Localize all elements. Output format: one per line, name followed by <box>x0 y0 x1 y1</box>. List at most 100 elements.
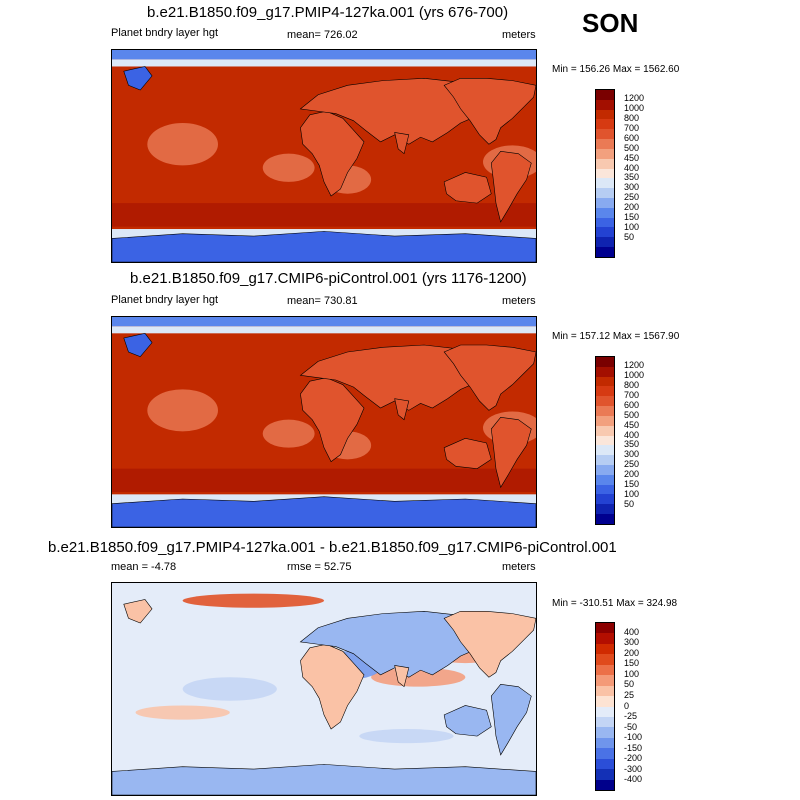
map-anomaly-region <box>359 729 454 744</box>
map-continent <box>444 78 536 144</box>
map-storm-track <box>112 468 536 492</box>
colorbar-swatch <box>596 435 614 446</box>
colorbar-swatch <box>596 188 614 198</box>
colorbar-tick-label: 25 <box>624 689 635 700</box>
colorbar-tick-label: -100 <box>624 732 643 743</box>
panel-2-mean-label: mean= 730.81 <box>287 295 358 307</box>
map-low-pbl-region <box>147 389 218 432</box>
colorbar-swatch <box>596 654 614 665</box>
map-continent <box>395 399 409 420</box>
colorbar-tick-label: -400 <box>624 774 643 785</box>
panel-2-colorbar <box>595 356 615 525</box>
colorbar-swatch <box>596 706 614 717</box>
colorbar-swatch <box>596 474 614 485</box>
map-low-pbl-region <box>262 153 315 182</box>
colorbar-swatch <box>596 769 614 780</box>
colorbar-swatch <box>596 779 614 790</box>
colorbar-swatch <box>596 158 614 169</box>
colorbar-swatch <box>596 386 614 397</box>
panel-3-mean-label: mean = -4.78 <box>111 561 177 573</box>
colorbar-swatch <box>596 675 614 686</box>
panel-3-colorbar <box>595 622 615 791</box>
colorbar-swatch <box>596 406 614 416</box>
colorbar-swatch <box>596 109 614 120</box>
colorbar-swatch <box>596 748 614 759</box>
map-storm-track <box>112 203 536 227</box>
map-continent <box>124 333 152 356</box>
map-low-pbl-region <box>262 419 315 448</box>
panel-1-variable-label: Planet bndry layer hgt <box>111 27 219 39</box>
colorbar-tick-label: 0 <box>624 700 630 711</box>
map-low-pbl-region <box>147 123 218 166</box>
colorbar-tick-label: 1200 <box>624 359 645 370</box>
colorbar-tick-label: -300 <box>624 763 643 774</box>
colorbar-swatch <box>596 633 614 644</box>
colorbar-tick-label: 1000 <box>624 102 645 113</box>
panel-3-minmax: Min = -310.51 Max = 324.98 <box>552 598 678 609</box>
colorbar-tick-label: -25 <box>624 711 638 722</box>
colorbar-swatch <box>596 425 614 436</box>
colorbar-swatch <box>596 696 614 707</box>
colorbar-swatch <box>596 237 614 247</box>
colorbar-swatch <box>596 727 614 738</box>
panel-1-colorbar-labels: 1200 1000 800 700 600 500 450 400 350 300 250 200 15… <box>624 89 664 258</box>
colorbar-swatch <box>596 396 614 407</box>
colorbar-swatch <box>596 464 614 475</box>
panel-2-variable-label: Planet bndry layer hgt <box>111 294 219 306</box>
colorbar-swatch <box>596 664 614 676</box>
colorbar-tick-label: 100 <box>624 489 640 500</box>
map-continent <box>491 151 531 222</box>
colorbar-swatch <box>596 415 614 426</box>
colorbar-tick-label: 700 <box>624 389 640 400</box>
colorbar-tick-label: -50 <box>624 721 638 732</box>
panel-3-colorbar-labels: 400 300 200 150 100 50 25 0 -25 -50 -100 -150 -200 -3… <box>624 622 664 791</box>
colorbar-tick-label: 500 <box>624 409 640 420</box>
colorbar-swatch <box>596 207 614 218</box>
colorbar-swatch <box>596 623 614 634</box>
panel-3-title: b.e21.B1850.f09_g17.PMIP4-127ka.001 - b.… <box>48 539 617 556</box>
colorbar-swatch <box>596 90 614 100</box>
panel-2-map <box>111 316 537 528</box>
colorbar-swatch <box>596 227 614 238</box>
map-continent <box>300 378 364 462</box>
colorbar-swatch <box>596 504 614 514</box>
colorbar-tick-label: 250 <box>624 459 640 470</box>
panel-1-map <box>111 49 537 263</box>
colorbar-tick-label: 100 <box>624 222 640 233</box>
colorbar-swatch <box>596 197 614 208</box>
map-continent <box>300 111 364 196</box>
colorbar-tick-label: 450 <box>624 419 640 430</box>
colorbar-tick-label: 50 <box>624 679 635 690</box>
panel-1-colorbar <box>595 89 615 258</box>
colorbar-tick-label: 150 <box>624 479 640 490</box>
colorbar-swatch <box>596 716 614 728</box>
map-continent <box>395 665 409 686</box>
panel-1-minmax: Min = 156.26 Max = 1562.60 <box>552 64 680 75</box>
map-continent <box>124 66 152 90</box>
colorbar-tick-label: 150 <box>624 658 640 669</box>
colorbar-swatch <box>596 484 614 495</box>
colorbar-tick-label: 500 <box>624 142 640 153</box>
colorbar-swatch <box>596 139 614 149</box>
colorbar-swatch <box>596 455 614 465</box>
colorbar-swatch <box>596 514 614 524</box>
colorbar-tick-label: 200 <box>624 469 640 480</box>
map-anomaly-region <box>371 667 466 687</box>
panel-2-colorbar-labels: 1200 1000 800 700 600 500 450 400 350 300 250 200 15… <box>624 356 664 525</box>
colorbar-tick-label: 1000 <box>624 369 645 380</box>
panel-3-map <box>111 582 537 796</box>
panel-2-units-label: meters <box>502 295 536 307</box>
map-polar-band <box>112 50 536 60</box>
colorbar-tick-label: -150 <box>624 742 643 753</box>
colorbar-tick-label: 400 <box>624 429 640 440</box>
panel-1-map-svg <box>112 50 536 262</box>
colorbar-swatch <box>596 758 614 770</box>
map-continent <box>491 417 531 487</box>
map-anomaly-region <box>182 593 324 608</box>
colorbar-tick-label: 600 <box>624 399 640 410</box>
map-continent <box>395 132 409 153</box>
colorbar-swatch <box>596 366 614 377</box>
colorbar-tick-label: 600 <box>624 132 640 143</box>
colorbar-swatch <box>596 148 614 159</box>
colorbar-tick-label: 300 <box>624 449 640 460</box>
